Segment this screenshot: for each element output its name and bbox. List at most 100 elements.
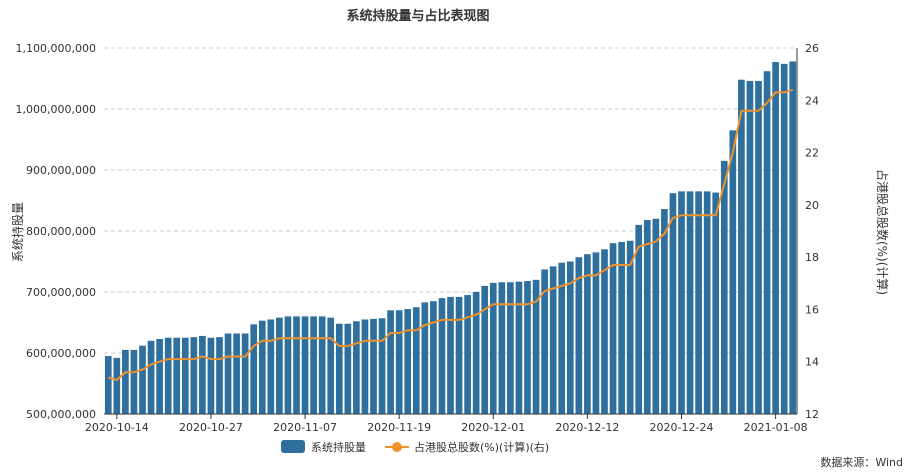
legend-bar-label[interactable]: 系统持股量 xyxy=(311,440,366,454)
bar[interactable] xyxy=(447,296,454,414)
legend-line-label[interactable]: 占港股总股数(%)(计算)(右) xyxy=(414,440,549,454)
bar[interactable] xyxy=(421,302,429,414)
legend-bar-swatch[interactable] xyxy=(281,440,305,453)
bar[interactable] xyxy=(104,356,112,414)
bar[interactable] xyxy=(472,292,480,414)
bar[interactable] xyxy=(139,345,146,414)
bar[interactable] xyxy=(113,357,121,414)
left-tick-label: 600,000,000 xyxy=(26,347,96,360)
bar[interactable] xyxy=(686,191,694,414)
bar[interactable] xyxy=(207,337,215,414)
bar[interactable] xyxy=(558,262,566,414)
bar[interactable] xyxy=(507,282,514,414)
bar[interactable] xyxy=(703,191,711,414)
bar[interactable] xyxy=(130,349,138,414)
bar[interactable] xyxy=(729,130,737,414)
bar[interactable] xyxy=(678,191,685,414)
bar[interactable] xyxy=(592,252,600,414)
bar[interactable] xyxy=(327,317,335,414)
bar[interactable] xyxy=(763,71,771,415)
bar[interactable] xyxy=(515,281,523,414)
bar[interactable] xyxy=(293,316,300,414)
bar[interactable] xyxy=(635,224,643,414)
x-tick-label: 2020-10-27 xyxy=(179,421,243,434)
bar[interactable] xyxy=(524,281,531,414)
bar[interactable] xyxy=(395,310,403,414)
bar[interactable] xyxy=(250,324,258,414)
bar[interactable] xyxy=(652,218,660,414)
bar[interactable] xyxy=(566,261,574,415)
left-tick-label: 900,000,000 xyxy=(26,164,96,177)
bar[interactable] xyxy=(267,319,275,414)
bar[interactable] xyxy=(301,316,309,414)
bar[interactable] xyxy=(661,209,668,414)
bar[interactable] xyxy=(455,296,463,414)
bar[interactable] xyxy=(780,63,788,415)
bar[interactable] xyxy=(199,335,206,414)
bar[interactable] xyxy=(618,241,625,414)
x-tick-label: 2020-12-12 xyxy=(555,421,619,434)
bar[interactable] xyxy=(669,193,677,414)
bar[interactable] xyxy=(344,323,352,414)
bar[interactable] xyxy=(258,320,266,414)
right-tick-label: 16 xyxy=(805,303,819,316)
bar[interactable] xyxy=(181,337,189,414)
bar[interactable] xyxy=(361,319,369,414)
bar[interactable] xyxy=(626,240,634,414)
bar[interactable] xyxy=(464,295,471,414)
bar[interactable] xyxy=(532,279,540,414)
bar[interactable] xyxy=(746,80,754,414)
bar[interactable] xyxy=(720,160,728,414)
bar[interactable] xyxy=(164,337,172,414)
bar[interactable] xyxy=(370,318,377,414)
bar-series xyxy=(104,61,797,415)
bar[interactable] xyxy=(601,249,608,414)
bar[interactable] xyxy=(412,307,420,414)
x-tick-label: 2020-11-07 xyxy=(273,421,337,434)
bar[interactable] xyxy=(190,337,198,414)
bar[interactable] xyxy=(712,192,720,414)
bar[interactable] xyxy=(789,61,797,415)
left-tick-label: 700,000,000 xyxy=(26,286,96,299)
bar[interactable] xyxy=(318,316,326,414)
bar[interactable] xyxy=(173,337,181,414)
axes: 500,000,000 600,000,000 700,000,000 800,000… xyxy=(16,42,819,434)
bar[interactable] xyxy=(584,254,591,414)
bar[interactable] xyxy=(284,316,292,414)
x-tick-label: 2020-12-01 xyxy=(461,421,525,434)
bar[interactable] xyxy=(481,285,489,414)
bar[interactable] xyxy=(216,337,223,414)
bar[interactable] xyxy=(549,266,557,414)
bar[interactable] xyxy=(695,191,702,414)
bar[interactable] xyxy=(609,243,617,414)
bar[interactable] xyxy=(498,282,506,414)
bar[interactable] xyxy=(575,257,583,414)
bar[interactable] xyxy=(224,333,232,414)
bar[interactable] xyxy=(438,298,446,414)
bar[interactable] xyxy=(772,62,779,414)
bar[interactable] xyxy=(404,309,412,414)
bar[interactable] xyxy=(378,318,386,414)
bar[interactable] xyxy=(147,340,155,414)
bar[interactable] xyxy=(738,79,745,414)
bar[interactable] xyxy=(335,323,343,414)
bar[interactable] xyxy=(310,316,317,414)
legend-line-marker xyxy=(392,442,402,452)
bar[interactable] xyxy=(643,220,651,414)
bar[interactable] xyxy=(430,301,437,414)
right-tick-label: 26 xyxy=(805,42,819,55)
bar[interactable] xyxy=(233,333,240,414)
bar[interactable] xyxy=(387,310,394,414)
chart-title: 系统持股量与占比表现图 xyxy=(346,8,489,24)
bar[interactable] xyxy=(755,80,762,414)
bar[interactable] xyxy=(276,317,283,414)
ratio-line[interactable] xyxy=(108,88,793,381)
bar[interactable] xyxy=(122,349,129,414)
right-tick-label: 18 xyxy=(805,251,819,264)
left-tick-label: 1,000,000,000 xyxy=(16,103,96,116)
bar[interactable] xyxy=(156,338,163,414)
bar[interactable] xyxy=(489,282,497,414)
bar[interactable] xyxy=(241,333,249,414)
bar[interactable] xyxy=(353,321,360,414)
bar[interactable] xyxy=(541,269,548,414)
